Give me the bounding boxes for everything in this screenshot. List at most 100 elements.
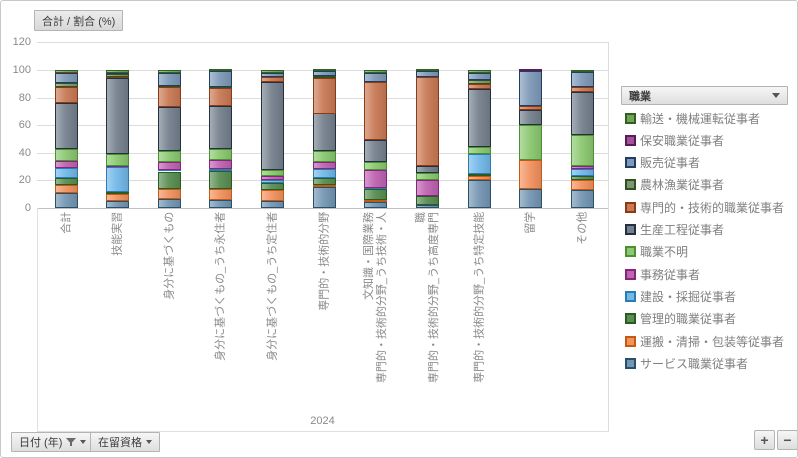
bar-segment (519, 159, 543, 189)
x-axis-category-label: 留学 (524, 212, 537, 235)
plot-right-border (608, 42, 609, 431)
legend-item: 運搬・清掃・包装等従事者 (625, 333, 784, 349)
bar-segment (209, 105, 233, 149)
bar-segment (261, 176, 285, 180)
bar-segment (54, 177, 78, 185)
bar-segment (312, 113, 336, 151)
bar-segment (157, 161, 181, 171)
x-axis-category-label: 合計 (59, 212, 72, 235)
bar-segment (571, 180, 594, 191)
y-axis-tick-label: 20 (18, 174, 31, 187)
legend-item: 職業不明 (625, 244, 688, 260)
bar-segment (106, 166, 130, 193)
minus-icon: − (783, 432, 792, 448)
plus-icon: + (760, 432, 769, 448)
bar-segment (209, 88, 233, 106)
bar (106, 42, 130, 208)
bar-segment (312, 161, 336, 169)
bar-segment (364, 170, 388, 188)
x-axis-line (37, 208, 608, 209)
bar-segment (106, 193, 130, 202)
legend-item: 農林漁業従事者 (625, 177, 724, 193)
date-filter-button[interactable]: 日付 (年) (11, 432, 95, 452)
bar-segment (209, 68, 233, 71)
legend-item-label: 事務従事者 (640, 267, 701, 282)
x-axis-category-label: 身分に基づくもの_うち永住者 (214, 212, 227, 362)
legend-item: 事務従事者 (625, 266, 700, 282)
bar-segment (416, 71, 440, 77)
legend-color-swatch (625, 290, 636, 302)
legend-item: 輸送・機械運転従事者 (625, 110, 760, 126)
bar (519, 42, 543, 208)
legend-item-label: 保安職業従事者 (640, 133, 725, 148)
bar-segment (364, 189, 388, 201)
bar-segment (312, 71, 336, 76)
bar-segment (364, 140, 388, 162)
bar-segment (312, 178, 336, 186)
legend-item: 保安職業従事者 (625, 132, 724, 148)
legend-item-label: 運搬・清掃・包装等従事者 (640, 334, 785, 349)
bar-segment (312, 185, 336, 188)
chevron-down-icon (772, 93, 780, 98)
bar-segment (157, 70, 181, 73)
y-axis-tick-label: 120 (12, 36, 31, 49)
bar (416, 42, 440, 208)
bar (571, 42, 594, 208)
legend-color-swatch (625, 201, 636, 213)
legend-color-swatch (625, 268, 636, 280)
residence-status-filter-button[interactable]: 在留資格 (90, 432, 160, 452)
bar-segment (157, 106, 181, 151)
legend-item: 販売従事者 (625, 155, 700, 171)
bar-segment (519, 188, 543, 208)
filter-funnel-icon (66, 438, 77, 446)
bar-segment (467, 88, 491, 148)
residence-status-label: 在留資格 (98, 437, 142, 449)
legend-item-label: 建設・採掘従事者 (640, 289, 737, 304)
bar-segment (54, 83, 78, 87)
legend-item-label: 輸送・機械運転従事者 (640, 111, 761, 126)
bar-segment (571, 190, 594, 208)
legend-item-label: サービス職業従事者 (640, 356, 749, 371)
legend-item: 管理的職業従事者 (625, 311, 736, 327)
x-axis-category-label: 技能実習 (111, 212, 124, 257)
bar-segment (364, 161, 388, 171)
bar-segment (209, 170, 233, 190)
bar-segment (261, 70, 285, 73)
legend-header-button[interactable]: 職業 (621, 86, 788, 105)
bar-segment (519, 69, 543, 72)
zoom-in-button[interactable]: + (754, 430, 775, 450)
bar-segment (209, 189, 233, 200)
legend-item: サービス職業従事者 (625, 355, 748, 371)
bar-segment (416, 69, 440, 72)
bar-segment (519, 105, 543, 110)
legend-color-swatch (625, 357, 636, 369)
bar-segment (467, 70, 491, 73)
bar-segment (416, 172, 440, 180)
bar-segment (364, 201, 388, 208)
legend-color-swatch (625, 313, 636, 325)
chevron-down-icon (80, 440, 87, 444)
legend-color-swatch (625, 335, 636, 347)
bar-segment (467, 154, 491, 174)
zoom-out-button[interactable]: − (777, 430, 797, 450)
bar-segment (416, 196, 440, 205)
value-field-label: 合計 / 割合 (%) (42, 15, 116, 28)
bar-segment (571, 87, 594, 93)
legend-item-label: 職業不明 (640, 245, 689, 260)
value-field-button[interactable]: 合計 / 割合 (%) (34, 10, 124, 31)
x-axis-category-label: 専門的・技術的分野_うち特定技能 (472, 212, 485, 384)
legend-item-label: 農林漁業従事者 (640, 178, 725, 193)
y-axis-tick-label: 100 (12, 64, 31, 76)
legend-color-swatch (625, 224, 636, 235)
bar (467, 42, 491, 208)
bar-segment (364, 82, 388, 141)
bar-segment (571, 134, 594, 166)
bar-segment (467, 175, 491, 181)
bar-segment (364, 70, 388, 73)
bar-segment (261, 170, 285, 177)
bar-segment (467, 173, 491, 176)
bar-segment (261, 81, 285, 171)
bar-segment (157, 87, 181, 107)
bar-segment (54, 192, 78, 208)
bar-segment (54, 86, 78, 104)
